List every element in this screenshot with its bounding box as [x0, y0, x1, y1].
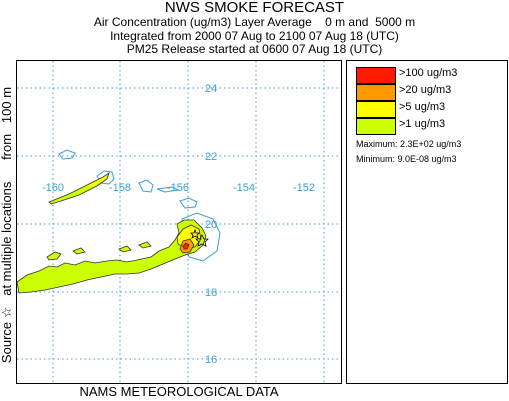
source-star-icon: [190, 228, 200, 239]
plume-upper-fragments: [46, 241, 152, 261]
meteorological-data-footer: NAMS METEOROLOGICAL DATA: [79, 384, 279, 399]
integration-subtitle: Integrated from 2000 07 Aug to 2100 07 A…: [110, 29, 399, 43]
lat-label-16: 16: [205, 354, 217, 366]
legend-swatch-20: [356, 84, 396, 101]
legend-panel: >100 ug/m3 >20 ug/m3 >5 ug/m3 >1 ug/m3 M…: [346, 60, 508, 384]
plume-kauai-core: [87, 175, 107, 187]
niihau-island: [58, 149, 76, 160]
forecast-title: NWS SMOKE FORECAST: [164, 0, 345, 16]
smoke-map: 24 22 20 18 16 -160 -158 -156 -154 -152: [16, 61, 341, 383]
plume-hawaii-100: [182, 242, 190, 250]
legend-label-20: >20 ug/m3: [399, 84, 452, 96]
lat-label-22: 22: [205, 151, 217, 163]
legend-swatch-1: [356, 118, 396, 135]
source-star-icon: [195, 234, 209, 247]
lon-label-154: -154: [233, 182, 255, 194]
oahu-island: [138, 179, 154, 193]
plume-kauai: [48, 172, 110, 205]
legend-label-1: >1 ug/m3: [399, 118, 446, 130]
maximum-value: Maximum: 2.3E+02 ug/m3: [356, 139, 462, 149]
lon-label-156: -156: [167, 182, 189, 194]
release-subtitle: PM25 Release started at 0600 07 Aug 18 (…: [126, 42, 383, 56]
concentration-subtitle: Air Concentration (ug/m3) Layer Average …: [93, 15, 416, 29]
lat-label-20: 20: [205, 219, 217, 231]
legend-swatch-5: [356, 101, 396, 118]
lat-label-18: 18: [205, 287, 217, 299]
molokai-island: [156, 186, 180, 193]
plume-main: [16, 219, 207, 294]
legend-swatch-100: [356, 67, 396, 84]
legend-label-5: >5 ug/m3: [399, 101, 446, 113]
minimum-value: Minimum: 9.0E-08 ug/m3: [356, 154, 457, 164]
source-axis-label: Source ☆ at multiple locations from 100 …: [0, 86, 14, 364]
lon-label-158: -158: [109, 182, 131, 194]
map-panel: 24 22 20 18 16 -160 -158 -156 -154 -152: [16, 60, 342, 384]
graticule: [17, 61, 341, 383]
lon-label-160: -160: [42, 182, 64, 194]
legend-label-100: >100 ug/m3: [399, 67, 458, 79]
lat-label-24: 24: [205, 83, 217, 95]
lon-label-152: -152: [293, 182, 315, 194]
maui-island: [179, 197, 198, 209]
